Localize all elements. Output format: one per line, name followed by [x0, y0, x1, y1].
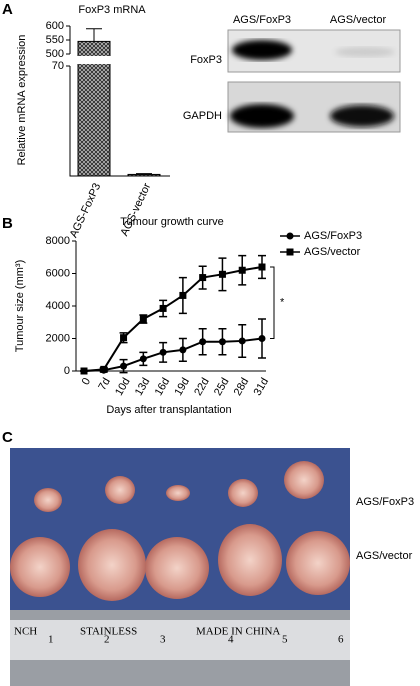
marker — [80, 367, 88, 375]
ruler-text: 4 — [228, 634, 234, 646]
error-bar — [86, 28, 102, 42]
marker — [139, 355, 147, 363]
ruler-text: NCH — [14, 626, 37, 638]
y-tick-label: 0 — [64, 365, 70, 377]
x-tick-label: AGS-vector — [118, 181, 153, 238]
x-tick-label: 28d — [232, 376, 252, 398]
ruler-text: 3 — [160, 634, 166, 646]
blot-row: GAPDH — [183, 110, 222, 122]
x-tick-label: 10d — [113, 376, 133, 398]
panel-label: B — [2, 215, 13, 232]
panel-label: A — [2, 1, 13, 18]
marker — [199, 338, 207, 346]
y-tick-label: 6000 — [46, 267, 70, 279]
blot-column: AGS/FoxP3 — [233, 14, 291, 26]
y-tick-label: 600 — [46, 20, 64, 32]
ruler-text: MADE IN CHINA — [196, 626, 280, 638]
chart-title: FoxP3 mRNA — [78, 4, 146, 16]
marker — [159, 304, 167, 312]
blot-band — [330, 105, 394, 127]
marker — [120, 362, 128, 370]
x-tick-label: 25d — [212, 376, 232, 398]
y-axis-label: Tumour size (mm³) — [14, 260, 26, 352]
line — [83, 266, 263, 372]
marker — [218, 270, 226, 278]
blot-row: FoxP3 — [190, 54, 222, 66]
marker — [218, 338, 226, 346]
x-axis-label: Days after transplantation — [106, 404, 231, 416]
marker — [199, 274, 207, 282]
tumours — [10, 461, 350, 601]
marker — [179, 346, 187, 354]
y-tick-label: 70 — [52, 60, 64, 72]
blot-band — [335, 47, 395, 57]
x-tick-label: 16d — [153, 376, 173, 398]
x-tick-label: 0 — [80, 376, 93, 387]
marker — [179, 291, 187, 299]
error-bar — [136, 173, 152, 175]
bracket — [270, 266, 275, 339]
marker — [258, 263, 266, 271]
y-tick-label: 500 — [46, 48, 64, 60]
panel-label: C — [2, 429, 13, 446]
legend-label: AGS/FoxP3 — [304, 230, 362, 242]
ruler-text: STAINLESS — [80, 626, 137, 638]
marker — [238, 266, 246, 274]
x-tick-label: 31d — [252, 376, 272, 398]
line — [83, 337, 263, 372]
y-axis-label: Relative mRNA expression — [16, 35, 28, 166]
x-tick-label: 7d — [96, 376, 113, 393]
legend-marker — [286, 232, 294, 240]
y-tick-label: 4000 — [46, 300, 70, 312]
blot-column: AGS/vector — [330, 14, 387, 26]
marker — [238, 337, 246, 345]
x-tick-label: AGS-FoxP3 — [68, 181, 104, 239]
blot-band — [230, 104, 294, 128]
legend-marker — [286, 248, 294, 256]
legend-label: AGS/vector — [304, 246, 361, 258]
marker — [120, 334, 128, 342]
x-tick-label: 22d — [192, 376, 212, 398]
x-tick-label: 13d — [133, 376, 153, 398]
y-tick-label: 2000 — [46, 332, 70, 344]
ruler-text: 1 — [48, 634, 54, 646]
marker — [159, 348, 167, 356]
ruler-text: 6 — [338, 634, 344, 646]
blot-band — [232, 40, 292, 60]
ruler-text: 2 — [104, 634, 110, 646]
chart-title: Tumour growth curve — [120, 216, 224, 228]
x-tick-label: 19d — [172, 376, 192, 398]
photo-row-label: AGS/FoxP3 — [356, 496, 414, 508]
ruler-text: 5 — [282, 634, 288, 646]
photo-row-label: AGS/vector — [356, 550, 413, 562]
axis-break — [66, 56, 166, 64]
annotation: * — [280, 297, 285, 309]
marker — [258, 335, 266, 342]
y-tick-label: 8000 — [46, 235, 70, 247]
ruler — [10, 620, 350, 660]
marker — [139, 315, 147, 323]
marker — [100, 365, 108, 373]
y-tick-label: 550 — [46, 34, 64, 46]
